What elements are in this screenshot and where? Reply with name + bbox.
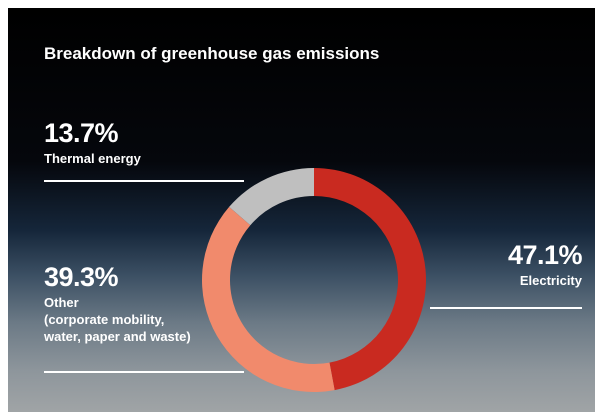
chart-title: Breakdown of greenhouse gas emissions [44,44,380,63]
category-label: Other (corporate mobility, water, paper … [44,295,191,344]
value-label: 13.7% [44,118,119,148]
category-label: Thermal energy [44,151,141,166]
rule [44,371,244,373]
rule [44,180,244,182]
donut-segment [314,168,427,391]
category-label: Electricity [519,273,582,288]
value-label: 39.3% [44,262,119,292]
chart: Breakdown of greenhouse gas emissions 47… [8,8,595,412]
donut-segment [202,206,335,392]
donut-segment [229,168,314,226]
rule [430,307,582,309]
donut [202,168,427,392]
value-label: 47.1% [507,240,583,270]
